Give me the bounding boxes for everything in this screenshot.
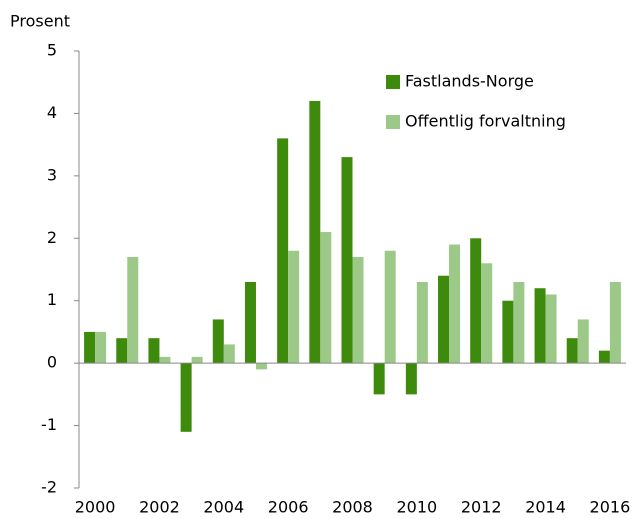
y-tick-label: -2 [41,478,57,497]
legend-swatch [386,75,400,89]
bar [384,250,396,364]
bar [598,350,610,364]
y-tick-label: 1 [47,290,57,309]
legend-label: Fastlands-Norge [405,72,534,91]
legend-swatch [386,115,400,129]
bar [148,338,160,364]
bar [84,331,96,364]
bar [255,363,267,370]
x-tick-label: 2006 [268,498,309,517]
bar [566,338,578,364]
bar [180,363,192,432]
bar [223,344,235,364]
bar [405,363,417,395]
bar [309,100,321,364]
bar [502,300,514,364]
y-tick-label: 2 [47,228,57,247]
y-tick-label: 3 [47,165,57,184]
bar [577,319,589,364]
y-tick-label: 4 [47,103,57,122]
x-tick-label: 2002 [139,498,180,517]
y-tick-label: 0 [47,353,57,372]
x-tick-label: 2010 [396,498,437,517]
bar [534,288,546,364]
bar [277,138,289,364]
bar [416,281,428,364]
bar [449,244,461,364]
legend-label: Offentlig forvaltning [405,112,566,131]
x-tick-label: 2008 [332,498,373,517]
bar [609,281,621,364]
x-tick-label: 2014 [525,498,566,517]
bar [159,356,171,364]
x-tick-label: 2000 [75,498,116,517]
bar [320,232,332,364]
bar [470,238,482,364]
x-tick-label: 2016 [590,498,631,517]
bar [373,363,385,395]
bar [545,294,557,364]
bar [481,263,493,364]
bar [127,257,139,364]
y-tick-label: 5 [47,41,57,60]
bar [95,331,107,364]
bar [288,250,300,364]
x-tick-label: 2012 [461,498,502,517]
bar [341,157,353,364]
y-tick-label: -1 [41,415,57,434]
bar [438,275,450,364]
bar [191,356,203,364]
y-axis-label: Prosent [10,12,70,31]
bar [352,257,364,364]
bar [244,281,256,364]
x-tick-label: 2004 [203,498,244,517]
bar [116,338,128,364]
bar [513,281,525,364]
bar [212,319,224,364]
